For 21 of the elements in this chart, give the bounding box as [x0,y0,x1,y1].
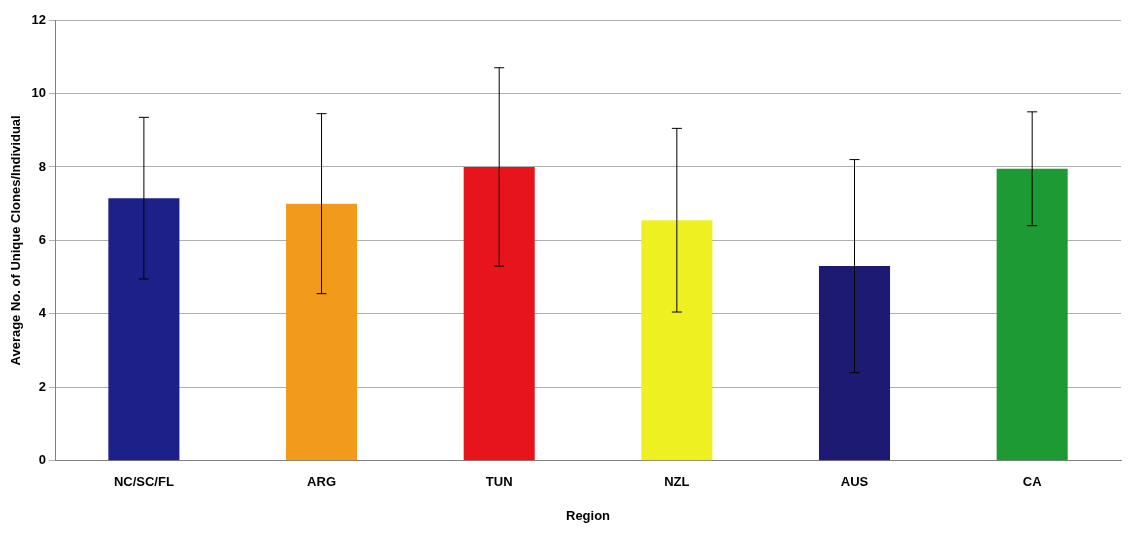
x-axis-title: Region [566,507,611,523]
bar [108,198,180,461]
bar [996,168,1068,461]
y-tick-label: 10 [31,85,47,101]
y-tick-label: 8 [38,158,47,174]
bar [641,220,713,461]
y-tick-label: 12 [31,11,47,27]
x-tick-label: ARG [307,474,336,490]
y-tick-label: 6 [38,231,47,247]
y-tick-label: 0 [38,452,47,468]
x-tick-label: NZL [664,474,690,490]
bar [818,266,891,461]
bar [286,203,358,461]
x-tick-label: CA [1022,474,1043,490]
y-axis-title: Average No. of Unique Clones/Individual [8,115,24,366]
x-tick-label: AUS [840,474,869,490]
x-tick-label: TUN [485,474,513,490]
bar [463,166,535,461]
y-tick-label: 2 [38,378,47,394]
x-tick-label: NC/SC/FL [113,474,174,490]
y-tick-label: 4 [38,305,47,321]
